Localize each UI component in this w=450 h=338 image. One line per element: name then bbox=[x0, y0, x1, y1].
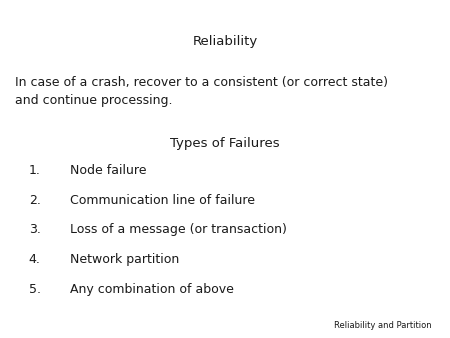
Text: Types of Failures: Types of Failures bbox=[170, 137, 280, 150]
Text: 3.: 3. bbox=[29, 223, 40, 236]
Text: Any combination of above: Any combination of above bbox=[70, 283, 234, 296]
Text: 5.: 5. bbox=[28, 283, 40, 296]
Text: Network partition: Network partition bbox=[70, 253, 179, 266]
Text: 2.: 2. bbox=[29, 194, 40, 207]
Text: Loss of a message (or transaction): Loss of a message (or transaction) bbox=[70, 223, 287, 236]
Text: Reliability: Reliability bbox=[193, 35, 257, 48]
Text: 1.: 1. bbox=[29, 164, 40, 177]
Text: Reliability and Partition: Reliability and Partition bbox=[334, 320, 432, 330]
Text: In case of a crash, recover to a consistent (or correct state)
and continue proc: In case of a crash, recover to a consist… bbox=[15, 76, 388, 107]
Text: Communication line of failure: Communication line of failure bbox=[70, 194, 255, 207]
Text: 4.: 4. bbox=[29, 253, 40, 266]
Text: Node failure: Node failure bbox=[70, 164, 146, 177]
